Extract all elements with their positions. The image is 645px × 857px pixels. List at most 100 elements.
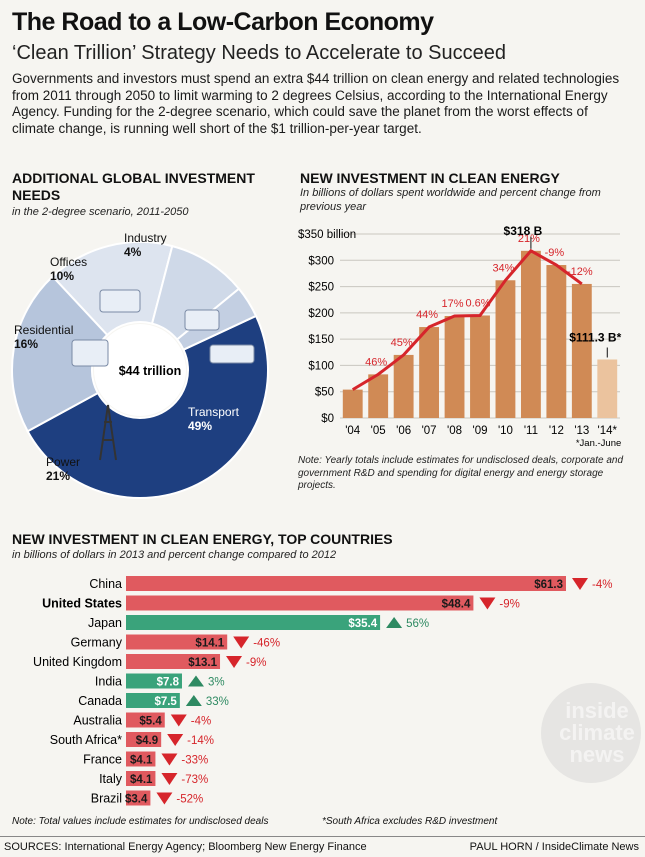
- slice-value: 10%: [50, 269, 74, 283]
- countries-note: Note: Total values include estimates for…: [12, 816, 269, 827]
- country-bar: [126, 771, 156, 786]
- donut-slice-transport: [26, 314, 269, 499]
- country-change: -73%: [181, 774, 208, 786]
- year-bar: [419, 327, 440, 418]
- country-value: $4.1: [130, 755, 153, 767]
- page-title: The Road to a Low-Carbon Economy: [12, 8, 434, 36]
- year-bar: [597, 359, 618, 418]
- x-tick-label: '10: [498, 425, 513, 437]
- watermark-logo: inside climate news: [552, 700, 642, 766]
- country-label: United States: [42, 597, 122, 611]
- country-change: -9%: [246, 657, 266, 669]
- y-tick-label: $0: [321, 413, 334, 425]
- country-label: France: [83, 753, 122, 767]
- percent-change-label: 46%: [365, 356, 387, 368]
- percent-change-label: 44%: [416, 309, 438, 321]
- country-change: 33%: [206, 696, 229, 708]
- country-label: Brazil: [91, 792, 122, 806]
- building-icon: [99, 289, 141, 313]
- author-credit: PAUL HORN / InsideClimate News: [469, 841, 639, 853]
- country-label: Canada: [78, 694, 122, 708]
- country-label: China: [89, 577, 122, 591]
- slice-label: Offices: [50, 255, 87, 269]
- year-bar: [520, 250, 541, 418]
- building-icon: [71, 339, 109, 367]
- down-arrow-icon: [479, 597, 496, 610]
- donut-slice-residential: [51, 241, 174, 337]
- year-bar: [393, 354, 414, 418]
- country-value: $7.5: [154, 696, 177, 708]
- slice-label: Power: [46, 455, 80, 469]
- percent-change-label: 21%: [518, 233, 540, 245]
- up-arrow-icon: [187, 675, 204, 687]
- investment-bar-chart: $0 $50 $100 $150 $200 $250 $300 $350 billion '04…: [298, 224, 622, 449]
- country-change: 56%: [406, 618, 429, 630]
- down-arrow-icon: [167, 734, 184, 746]
- year-bar: [368, 374, 389, 418]
- footer-divider: [0, 836, 645, 837]
- south-africa-footnote: *South Africa excludes R&D investment: [322, 816, 498, 827]
- donut-title: ADDITIONAL GLOBAL INVESTMENT NEEDS: [12, 170, 255, 203]
- country-value: $4.9: [136, 735, 158, 747]
- x-tick-label: '07: [422, 425, 437, 437]
- country-change: -52%: [176, 794, 203, 806]
- country-change: -9%: [499, 599, 519, 611]
- down-arrow-icon: [226, 656, 243, 668]
- donut-center-label: $44 trillion: [119, 364, 182, 378]
- y-tick-label: $100: [308, 360, 334, 372]
- slice-label: Transport: [188, 405, 240, 419]
- country-label: India: [95, 675, 122, 689]
- watermark-line: news: [569, 742, 625, 767]
- country-label: South Africa*: [50, 733, 122, 747]
- country-label: United Kingdom: [33, 655, 122, 669]
- page-subtitle: ‘Clean Trillion’ Strategy Needs to Accel…: [12, 42, 506, 64]
- country-bar: [126, 576, 566, 591]
- down-arrow-icon: [156, 792, 173, 805]
- country-value: $4.1: [130, 774, 153, 786]
- building-icon: [209, 344, 255, 364]
- jan-june-footnote: *Jan.-June: [576, 438, 621, 449]
- country-bar: [126, 595, 474, 611]
- peak-label: $318 B: [504, 224, 543, 238]
- country-bar: [126, 634, 228, 650]
- country-value: $5.4: [139, 716, 162, 728]
- slice-value: 16%: [14, 337, 38, 351]
- country-value: $35.4: [348, 618, 377, 630]
- percent-change-label: -12%: [567, 266, 593, 278]
- country-label: Japan: [88, 616, 122, 630]
- country-change: 3%: [208, 677, 225, 689]
- year-bar: [342, 389, 363, 418]
- year-bar: [470, 315, 490, 418]
- percent-change-label: -9%: [545, 247, 565, 259]
- percent-change-label: 17%: [442, 298, 464, 310]
- slice-value: 4%: [124, 245, 142, 259]
- percent-change-label: 0.6%: [465, 297, 490, 309]
- x-tick-label: '04: [345, 425, 361, 437]
- country-value: $7.8: [157, 677, 180, 689]
- year-bar: [571, 283, 592, 418]
- building-icon: [184, 309, 220, 331]
- year-bar: [495, 280, 516, 418]
- country-label: Germany: [71, 636, 123, 650]
- up-arrow-icon: [386, 617, 403, 628]
- country-value: $48.4: [442, 599, 471, 611]
- countries-chart-subtitle: in billions of dollars in 2013 and perce…: [12, 549, 337, 561]
- power-tower-icon: [99, 404, 117, 461]
- y-tick-label: $50: [315, 387, 334, 399]
- country-bar: [126, 712, 165, 728]
- slice-label: Industry: [124, 231, 167, 245]
- down-arrow-icon: [161, 773, 178, 785]
- down-arrow-icon: [572, 578, 588, 590]
- year-bar: [546, 265, 567, 418]
- x-tick-label: '12: [549, 425, 564, 437]
- country-change: -4%: [191, 716, 211, 728]
- investment-note: Note: Yearly totals include estimates fo…: [298, 455, 623, 491]
- country-change: -46%: [253, 638, 280, 650]
- slice-value: 21%: [46, 469, 70, 483]
- country-value: $14.1: [195, 638, 224, 650]
- sources-credit: SOURCES: International Energy Agency; Bl…: [4, 841, 367, 853]
- x-tick-label: '08: [447, 425, 462, 437]
- x-tick-label: '05: [371, 425, 386, 437]
- country-change: -33%: [181, 755, 208, 767]
